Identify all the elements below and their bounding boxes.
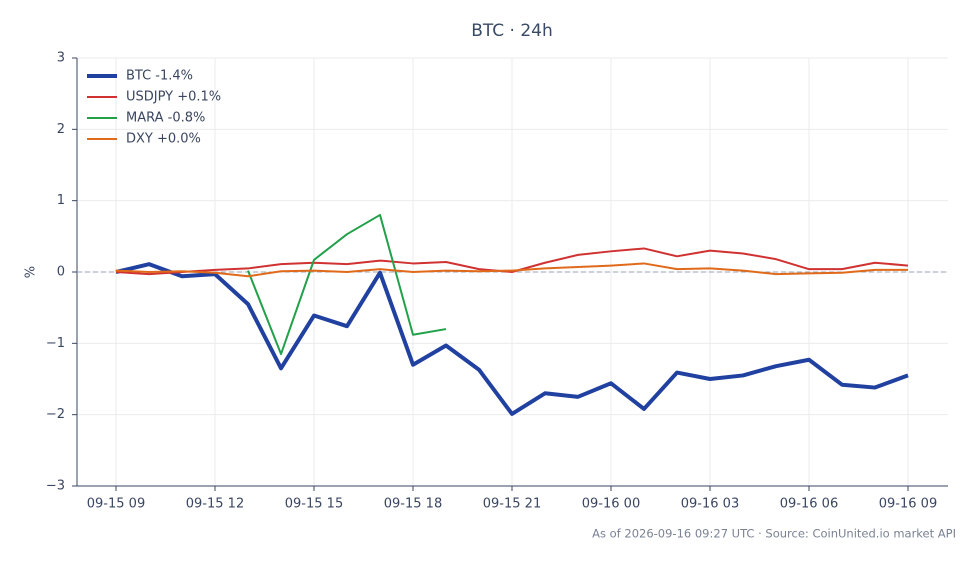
y-tick-label: −2: [46, 407, 65, 422]
x-tick-label: 09-16 00: [582, 497, 640, 512]
y-tick-label: −3: [46, 479, 65, 494]
y-tick-label: −1: [46, 336, 65, 351]
line-series: [247, 213, 447, 356]
x-tick-label: 09-15 09: [87, 497, 145, 512]
x-tick-label: 09-15 15: [285, 497, 343, 512]
legend-label: MARA -0.8%: [126, 111, 205, 126]
line-series: [115, 262, 908, 278]
line-series: [115, 247, 909, 276]
x-tick-label: 09-15 21: [483, 497, 541, 512]
chart-title: BTC · 24h: [471, 21, 553, 41]
y-tick-label: 3: [57, 51, 65, 66]
y-tick-label: 0: [57, 265, 65, 280]
y-tick-label: 1: [57, 193, 65, 208]
legend-label: USDJPY +0.1%: [126, 90, 221, 105]
x-tick-label: 09-15 12: [186, 497, 244, 512]
x-tick-label: 09-15 18: [384, 497, 442, 512]
y-axis-label: %: [24, 266, 39, 278]
x-tick-label: 09-16 09: [879, 497, 937, 512]
x-tick-label: 09-16 03: [681, 497, 739, 512]
line-series: [115, 262, 909, 416]
legend-label: DXY +0.0%: [126, 132, 201, 147]
x-tick-label: 09-16 06: [780, 497, 838, 512]
legend-label: BTC -1.4%: [126, 69, 193, 84]
footer: As of 2026-09-16 09:27 UTC · Source: Coi…: [592, 527, 956, 541]
y-tick-label: 2: [57, 122, 65, 137]
